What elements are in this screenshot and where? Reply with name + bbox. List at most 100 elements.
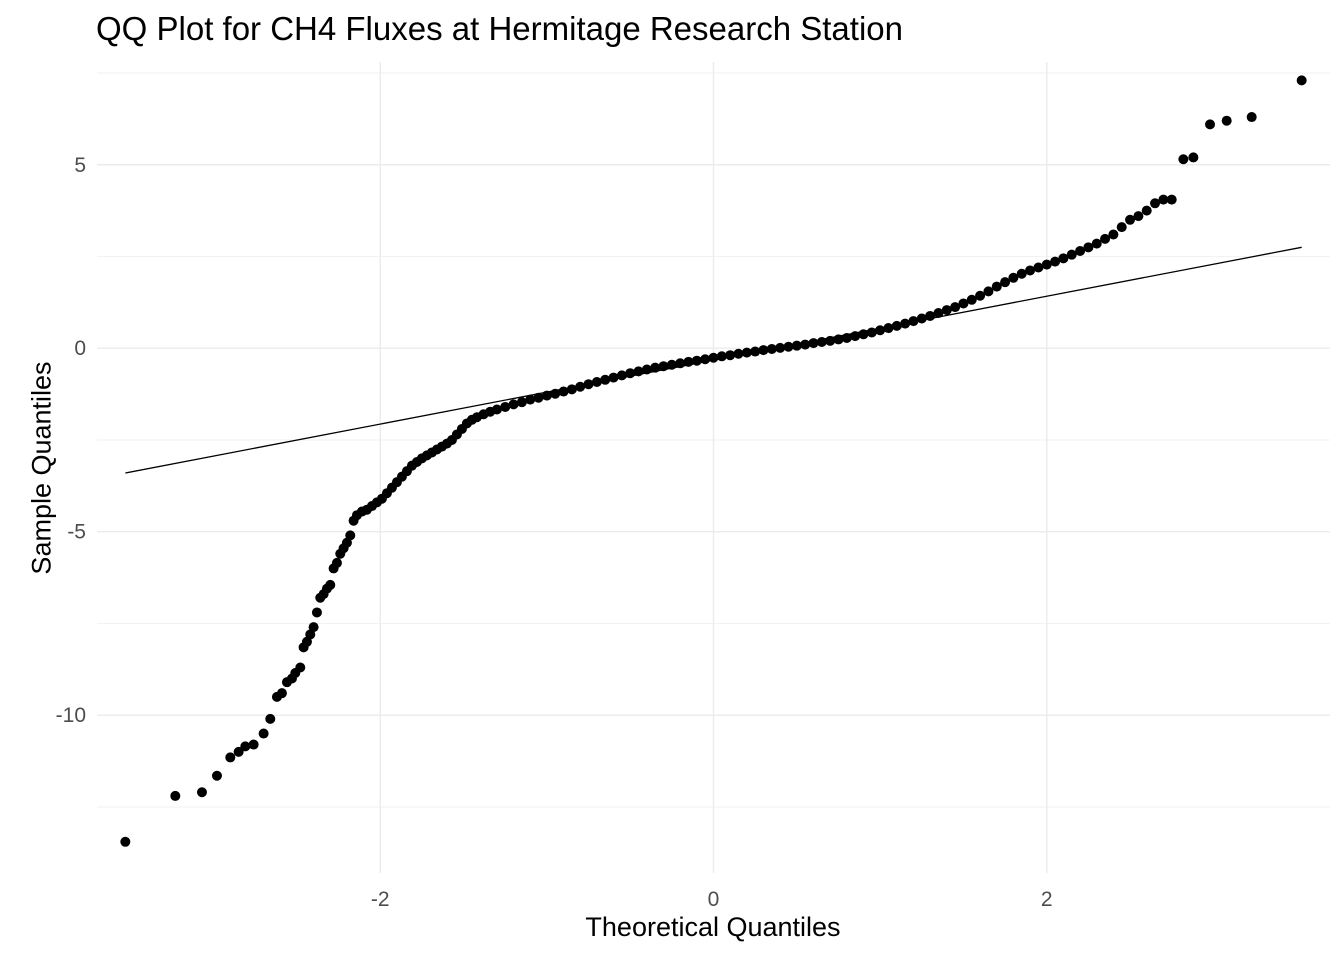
- data-point: [741, 347, 752, 358]
- data-point: [1150, 198, 1161, 209]
- data-point: [858, 329, 869, 340]
- data-point: [345, 530, 356, 541]
- data-point: [1041, 259, 1052, 270]
- data-point: [608, 372, 619, 383]
- data-point: [875, 325, 886, 336]
- y-tick-labels: -10 -5 0 5: [56, 154, 86, 727]
- y-axis-label: Sample Quantiles: [26, 361, 57, 575]
- data-point: [1000, 277, 1011, 288]
- data-point: [1158, 194, 1169, 205]
- data-point: [991, 281, 1002, 292]
- data-point: [675, 358, 686, 369]
- data-point: [683, 356, 694, 367]
- data-point: [925, 310, 936, 321]
- data-point: [958, 298, 969, 309]
- x-tick-labels: -2 0 2: [371, 888, 1053, 911]
- data-point: [866, 327, 877, 338]
- data-point: [591, 376, 602, 387]
- data-point: [758, 345, 769, 356]
- data-point: [1116, 222, 1127, 233]
- data-point: [331, 557, 342, 568]
- data-point: [258, 728, 269, 739]
- data-point: [800, 339, 811, 350]
- data-point: [658, 361, 669, 372]
- y-tick-label: -5: [67, 521, 86, 544]
- data-point: [225, 752, 236, 763]
- data-point: [240, 741, 251, 752]
- data-point: [265, 713, 276, 724]
- data-point: [933, 308, 944, 319]
- data-point: [500, 401, 511, 412]
- data-point: [491, 404, 502, 415]
- data-point: [1025, 265, 1036, 276]
- data-point: [916, 313, 927, 324]
- data-point: [1008, 272, 1019, 283]
- data-point: [691, 355, 702, 366]
- data-point: [248, 739, 259, 750]
- data-point: [900, 318, 911, 329]
- data-point: [566, 384, 577, 395]
- x-tick-label: 0: [708, 888, 720, 911]
- x-axis-label: Theoretical Quantiles: [585, 912, 841, 942]
- data-point: [1091, 238, 1102, 249]
- data-point: [1066, 249, 1077, 260]
- data-point: [211, 770, 222, 781]
- data-point: [508, 399, 519, 410]
- data-point: [725, 350, 736, 361]
- data-point: [1125, 214, 1136, 225]
- data-point: [625, 368, 636, 379]
- data-point: [1221, 115, 1232, 126]
- data-point: [700, 354, 711, 365]
- data-point: [841, 332, 852, 343]
- data-point: [1075, 245, 1086, 256]
- data-point: [525, 394, 536, 405]
- data-point: [1083, 242, 1094, 253]
- data-point: [1016, 268, 1027, 279]
- data-point: [583, 379, 594, 390]
- data-point: [516, 397, 527, 408]
- data-point: [1188, 152, 1199, 163]
- data-point: [196, 787, 207, 798]
- data-point: [1246, 112, 1257, 123]
- data-point: [616, 370, 627, 381]
- data-point: [641, 364, 652, 375]
- data-point: [708, 352, 719, 363]
- data-point: [766, 343, 777, 354]
- data-point: [575, 381, 586, 392]
- data-point: [276, 688, 287, 699]
- data-point: [308, 622, 319, 633]
- data-point: [891, 320, 902, 331]
- data-point: [1178, 154, 1189, 165]
- data-point: [883, 323, 894, 334]
- data-point: [311, 607, 322, 618]
- chart-title: QQ Plot for CH4 Fluxes at Hermitage Rese…: [96, 10, 903, 47]
- x-tick-label: 2: [1041, 888, 1053, 911]
- x-tick-label: -2: [371, 888, 390, 911]
- data-point: [233, 746, 244, 757]
- data-point: [716, 351, 727, 362]
- major-gridlines: [97, 62, 1330, 873]
- data-point: [1133, 211, 1144, 222]
- data-point: [908, 316, 919, 327]
- data-point: [850, 331, 861, 342]
- data-point: [833, 334, 844, 345]
- data-point: [791, 340, 802, 351]
- data-point: [666, 359, 677, 370]
- data-point: [550, 388, 561, 399]
- data-point: [558, 386, 569, 397]
- data-point: [1166, 194, 1177, 205]
- data-point: [650, 362, 661, 373]
- data-point: [966, 294, 977, 305]
- y-tick-label: 0: [74, 337, 86, 360]
- data-point: [1108, 229, 1119, 240]
- data-point: [750, 346, 761, 357]
- data-points: [120, 75, 1307, 847]
- y-tick-label: -10: [56, 704, 86, 727]
- data-point: [1296, 75, 1307, 86]
- data-point: [633, 366, 644, 377]
- data-point: [1033, 262, 1044, 273]
- data-point: [816, 336, 827, 347]
- data-point: [1058, 253, 1069, 264]
- data-point: [325, 579, 336, 590]
- data-point: [975, 290, 986, 301]
